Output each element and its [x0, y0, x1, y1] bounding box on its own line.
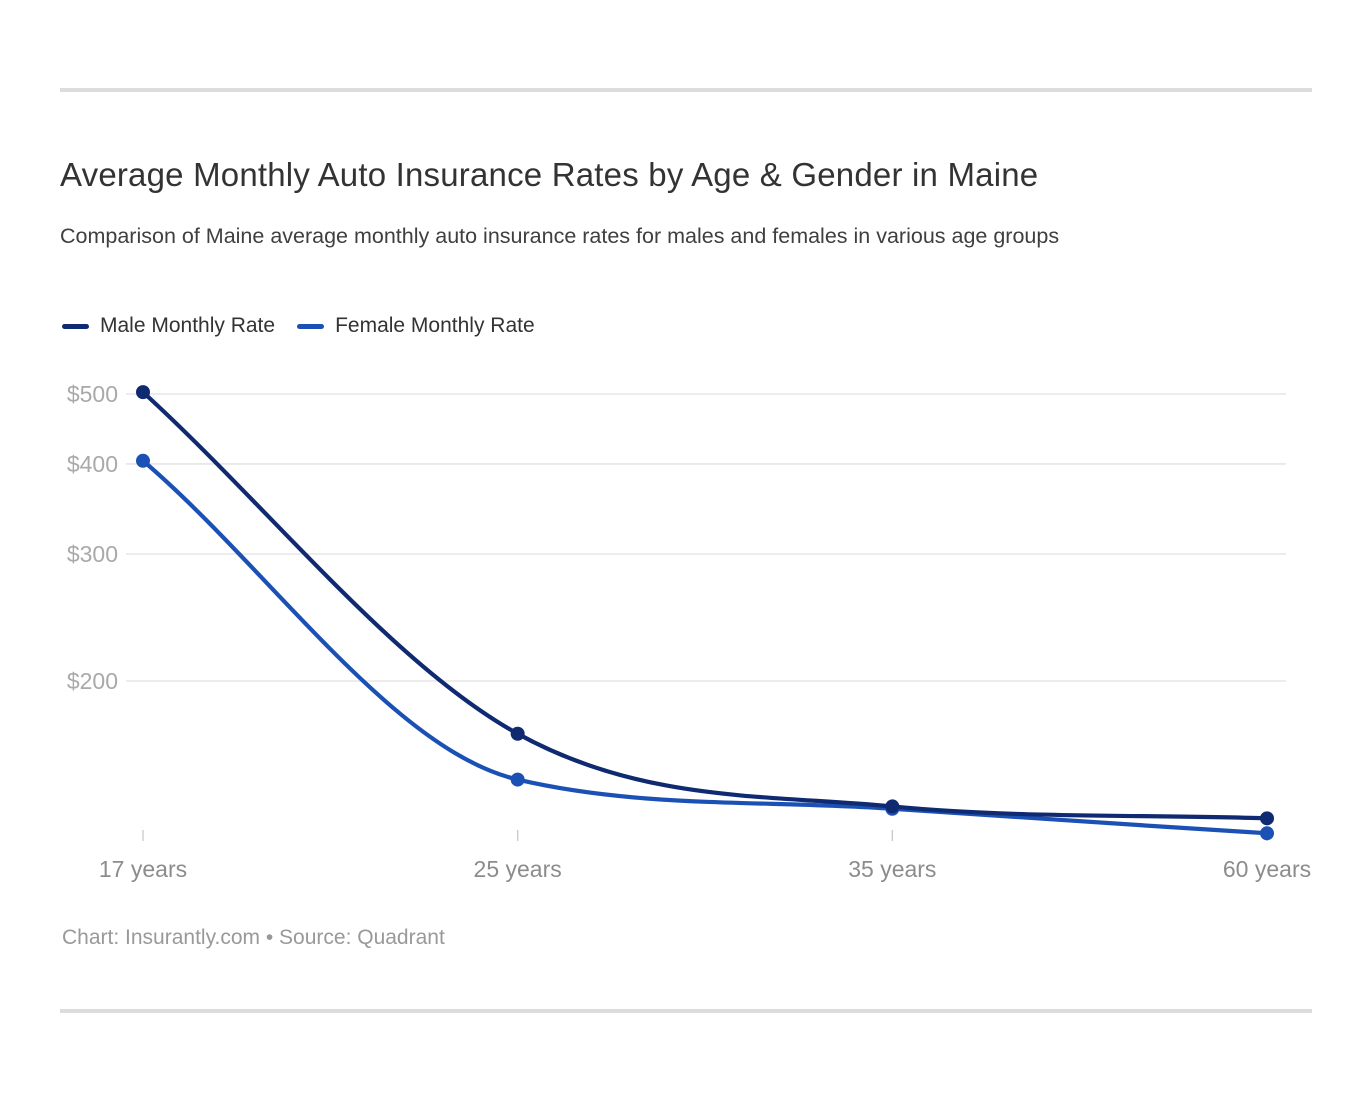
y-axis-labels: $500 $400 $300 $200: [67, 381, 118, 694]
data-point-female-monthly-rate: [510, 772, 525, 787]
data-point-male-monthly-rate: [885, 799, 900, 814]
x-axis: 17 years 25 years 35 years 60 years: [99, 830, 1311, 882]
x-tick-label: 17 years: [99, 856, 187, 882]
data-point-female-monthly-rate: [1260, 826, 1275, 841]
chart-title: Average Monthly Auto Insurance Rates by …: [60, 156, 1039, 193]
y-tick-label: $500: [67, 381, 118, 407]
male-line-swatch-icon: [62, 323, 89, 329]
y-tick-label: $400: [67, 451, 118, 477]
gridlines: [126, 393, 1286, 682]
data-point-male-monthly-rate: [136, 385, 150, 400]
legend-item-male: Male Monthly Rate: [62, 314, 275, 338]
chart-attribution: Chart: Insurantly.com • Source: Quadrant: [62, 926, 445, 949]
series-female-monthly-rate: [136, 453, 1275, 841]
female-line-swatch-icon: [297, 323, 325, 329]
series-line-female-monthly-rate: [140, 458, 1270, 836]
data-point-female-monthly-rate: [136, 453, 150, 468]
x-tick-label: 35 years: [848, 856, 936, 882]
x-tick-label: 60 years: [1223, 856, 1311, 882]
series-male-monthly-rate: [136, 385, 1275, 826]
chart-legend: Male Monthly Rate Female Monthly Rate: [62, 314, 535, 338]
series-line-male-monthly-rate: [140, 390, 1270, 821]
legend-label-male: Male Monthly Rate: [100, 314, 276, 337]
data-point-male-monthly-rate: [1260, 811, 1275, 826]
bottom-divider: [60, 1009, 1312, 1013]
chart-subtitle: Comparison of Maine average monthly auto…: [60, 224, 1060, 248]
y-tick-label: $300: [67, 541, 118, 567]
top-divider: [60, 88, 1312, 92]
legend-label-female: Female Monthly Rate: [335, 314, 535, 337]
data-point-male-monthly-rate: [510, 726, 525, 741]
y-tick-label: $200: [67, 668, 118, 694]
x-tick-label: 25 years: [474, 856, 562, 882]
legend-item-female: Female Monthly Rate: [297, 314, 535, 338]
